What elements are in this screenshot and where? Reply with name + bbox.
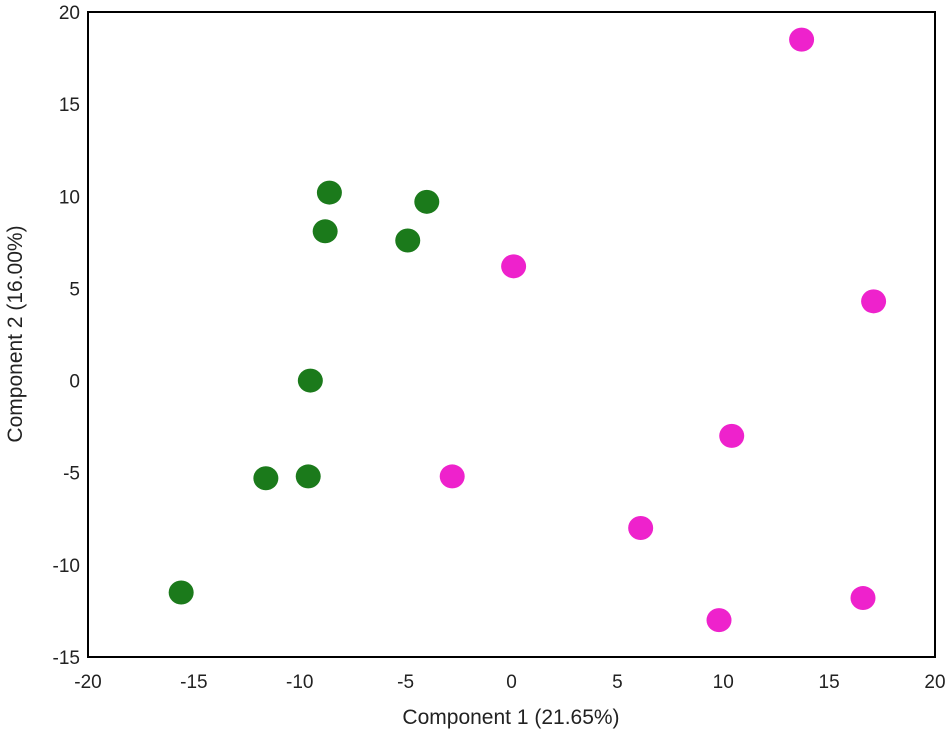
y-tick-label: 15	[59, 95, 80, 116]
y-tick-label: -15	[53, 648, 80, 669]
data-points	[168, 27, 887, 633]
data-point	[789, 27, 815, 52]
x-tick-label: 10	[713, 672, 734, 693]
y-tick-label: 10	[59, 187, 80, 208]
x-tick-label: -10	[286, 672, 313, 693]
data-point	[295, 464, 321, 489]
x-axis-title: Component 1 (21.65%)	[402, 706, 619, 729]
plot-frame	[87, 11, 936, 658]
data-point	[501, 254, 527, 279]
data-point	[297, 368, 323, 393]
y-tick-label: 5	[69, 279, 80, 300]
data-point	[439, 464, 465, 489]
data-point	[395, 228, 421, 253]
y-axis-ticks: -15 -10 -5 0 5 10 15 20	[53, 3, 80, 669]
x-tick-label: 5	[612, 672, 623, 693]
data-point	[316, 180, 342, 205]
x-tick-label: 15	[819, 672, 840, 693]
data-point	[168, 580, 194, 605]
y-tick-label: 0	[69, 372, 80, 393]
data-point	[312, 219, 338, 244]
x-tick-label: -15	[180, 672, 207, 693]
data-point	[628, 516, 654, 540]
data-point	[719, 423, 745, 448]
x-axis-ticks: -20 -15 -10 -5 0 5 10 15 20	[74, 672, 945, 693]
y-axis-title: Component 2 (16.00%)	[4, 225, 27, 442]
y-tick-label: -5	[63, 464, 80, 485]
x-tick-label: -5	[397, 672, 414, 693]
data-point	[850, 586, 876, 611]
y-tick-label: -10	[53, 556, 80, 577]
x-tick-label: 0	[506, 672, 517, 693]
data-point	[706, 608, 732, 633]
x-tick-label: -20	[74, 672, 101, 693]
y-tick-label: 20	[59, 3, 80, 24]
data-point	[414, 189, 440, 214]
data-point	[861, 289, 887, 314]
x-tick-label: 20	[924, 672, 945, 693]
data-point	[253, 466, 279, 491]
